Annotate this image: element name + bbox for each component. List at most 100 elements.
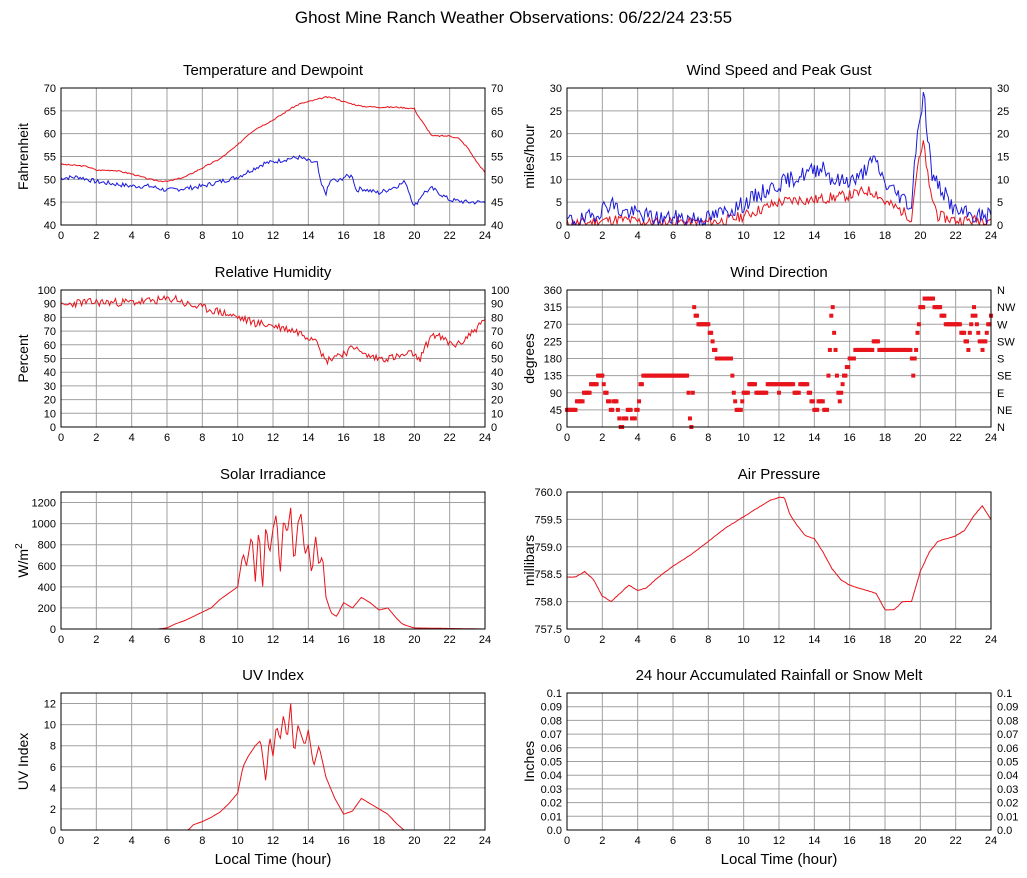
x-tick-label: 14 xyxy=(302,432,314,444)
right-tick-label: 0.04 xyxy=(997,770,1018,782)
data-point xyxy=(635,407,640,412)
data-point xyxy=(870,347,875,352)
y-tick-label: 90 xyxy=(44,299,56,311)
x-tick-label: 12 xyxy=(773,432,785,444)
chart-title: Temperature and Dewpoint xyxy=(183,62,364,79)
data-point xyxy=(825,407,830,412)
x-tick-label: 8 xyxy=(705,634,711,646)
y-tick-label: 0 xyxy=(50,825,56,837)
data-point xyxy=(706,322,711,327)
y-axis-label: miles/hour xyxy=(521,124,537,189)
x-axis-label: Local Time (hour) xyxy=(721,851,838,868)
plot-frame xyxy=(566,87,992,226)
y-tick-label: 0.04 xyxy=(541,770,562,782)
x-tick-label: 24 xyxy=(985,634,997,646)
x-tick-label: 18 xyxy=(879,634,891,646)
chart-title: Air Pressure xyxy=(738,466,821,483)
x-tick-label: 20 xyxy=(914,634,926,646)
plot-frame xyxy=(566,692,992,831)
x-tick-label: 2 xyxy=(599,835,605,847)
x-tick-label: 2 xyxy=(599,432,605,444)
plot-frame xyxy=(566,491,992,630)
y-tick-label: 45 xyxy=(44,197,56,209)
x-tick-label: 10 xyxy=(232,432,244,444)
right-tick-label: 100 xyxy=(491,285,509,297)
x-tick-label: 22 xyxy=(444,432,456,444)
data-point xyxy=(962,330,967,335)
x-tick-label: 8 xyxy=(705,835,711,847)
data-point xyxy=(931,296,936,301)
y-tick-label: 759.0 xyxy=(534,542,562,554)
right-tick-label: NW xyxy=(997,302,1016,314)
x-tick-label: 22 xyxy=(950,432,962,444)
y-tick-label: 360 xyxy=(544,285,562,297)
x-tick-label: 22 xyxy=(950,230,962,242)
x-tick-label: 12 xyxy=(267,432,279,444)
right-tick-label: 0.07 xyxy=(997,729,1018,741)
x-tick-label: 14 xyxy=(808,835,820,847)
y-tick-label: 70 xyxy=(44,326,56,338)
x-tick-label: 4 xyxy=(635,432,641,444)
x-tick-label: 18 xyxy=(373,634,385,646)
x-tick-label: 6 xyxy=(670,432,676,444)
data-point xyxy=(980,347,985,352)
x-tick-label: 0 xyxy=(564,230,570,242)
x-tick-label: 16 xyxy=(338,634,350,646)
y-axis-label: W/m2 xyxy=(14,543,31,578)
series-line-0 xyxy=(60,96,486,183)
data-point xyxy=(685,373,690,378)
right-tick-label: 40 xyxy=(491,367,503,379)
x-tick-label: 10 xyxy=(232,835,244,847)
y-tick-label: 2 xyxy=(50,804,56,816)
y-tick-label: 0.1 xyxy=(547,688,562,700)
right-tick-label: 0.1 xyxy=(997,688,1012,700)
y-tick-label: 6 xyxy=(50,762,56,774)
data-point xyxy=(775,382,780,387)
right-tick-label: 0 xyxy=(491,422,497,434)
chart-title: 24 hour Accumulated Rainfall or Snow Mel… xyxy=(636,667,924,684)
x-tick-label: 14 xyxy=(302,230,314,242)
data-point xyxy=(777,390,781,395)
right-tick-label: S xyxy=(997,354,1004,366)
x-tick-label: 8 xyxy=(705,432,711,444)
data-point xyxy=(632,416,637,421)
data-point xyxy=(695,313,700,318)
x-tick-label: 20 xyxy=(408,230,420,242)
data-point xyxy=(740,399,745,404)
chart-title: Wind Direction xyxy=(730,264,828,281)
chart-title: UV Index xyxy=(242,667,304,684)
data-point xyxy=(916,322,921,327)
right-tick-label: 70 xyxy=(491,326,503,338)
x-tick-label: 2 xyxy=(93,432,99,444)
y-tick-label: 315 xyxy=(544,302,562,314)
x-tick-label: 2 xyxy=(93,230,99,242)
data-point xyxy=(615,407,620,412)
x-tick-label: 4 xyxy=(129,432,135,444)
x-tick-label: 24 xyxy=(985,230,997,242)
x-tick-label: 14 xyxy=(808,432,820,444)
data-point xyxy=(964,339,969,344)
x-tick-label: 4 xyxy=(635,835,641,847)
y-tick-label: 0.0 xyxy=(547,825,562,837)
y-tick-label: 45 xyxy=(550,405,562,417)
data-point xyxy=(805,382,810,387)
right-tick-label: 40 xyxy=(491,220,503,232)
data-point xyxy=(601,382,606,387)
data-point xyxy=(911,373,916,378)
series-line-1 xyxy=(566,91,992,227)
data-point xyxy=(829,313,834,318)
y-tick-label: 0 xyxy=(50,422,56,434)
y-tick-label: 90 xyxy=(550,388,562,400)
data-point xyxy=(687,416,692,421)
chart-rain: 24 hour Accumulated Rainfall or Snow Mel… xyxy=(521,667,1018,868)
series-line-0 xyxy=(60,294,486,366)
right-tick-label: 0.08 xyxy=(997,715,1018,727)
y-tick-label: 0.09 xyxy=(541,702,562,714)
data-point xyxy=(942,313,947,318)
data-point xyxy=(846,365,851,370)
data-point xyxy=(764,390,769,395)
x-tick-label: 16 xyxy=(338,230,350,242)
